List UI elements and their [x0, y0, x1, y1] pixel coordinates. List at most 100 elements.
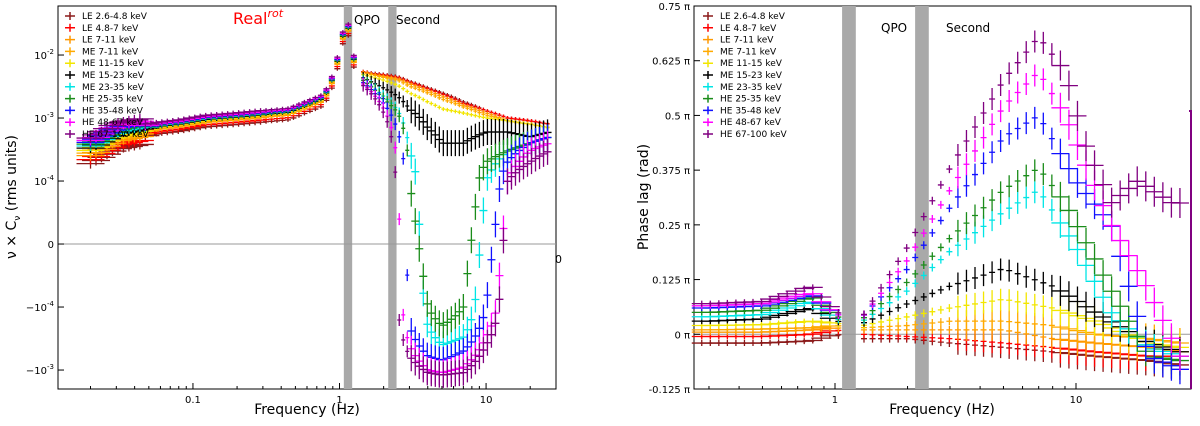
right-xtick-label: 1	[832, 395, 838, 406]
left-point	[417, 87, 422, 92]
left-point	[405, 345, 410, 358]
left-series-9	[76, 23, 552, 386]
right-point	[794, 306, 815, 313]
right-point	[768, 293, 789, 300]
right-point	[1048, 274, 1055, 297]
right-point	[869, 297, 876, 306]
right-point	[1128, 301, 1147, 332]
left-xtick-label: 0.1	[185, 395, 201, 406]
right-point	[997, 288, 1004, 311]
left-point	[401, 122, 406, 135]
left-point	[263, 108, 270, 113]
left-point	[495, 286, 504, 313]
right-point	[1051, 92, 1070, 123]
left-point	[457, 103, 462, 108]
left-point	[491, 310, 500, 337]
right-point	[903, 321, 910, 330]
left-point	[457, 110, 462, 115]
left-point	[317, 93, 324, 98]
right-series-5	[691, 258, 1189, 367]
right-point	[912, 332, 919, 341]
right-point	[920, 229, 927, 238]
right-point	[802, 324, 823, 331]
right-point	[929, 325, 936, 334]
left-point	[405, 89, 410, 94]
left-legend-label: HE 67-100 keV	[82, 130, 149, 140]
right-point	[1153, 305, 1172, 336]
right-point	[1014, 262, 1021, 285]
right-point	[929, 252, 936, 261]
left-point	[461, 111, 466, 116]
right-point	[946, 234, 953, 243]
left-point	[467, 125, 476, 152]
left-point	[423, 290, 432, 317]
right-point	[972, 115, 979, 138]
left-point	[290, 104, 297, 109]
right-point	[972, 266, 979, 289]
left-legend-marker	[65, 118, 75, 127]
right-point	[1059, 153, 1078, 184]
right-point	[997, 130, 1004, 153]
right-point	[1119, 173, 1138, 204]
right-point	[980, 291, 987, 314]
right-legend-marker	[703, 82, 713, 91]
left-point	[447, 306, 456, 333]
left-point	[425, 90, 430, 95]
right-legend-marker	[703, 47, 713, 56]
right-point	[1014, 169, 1021, 192]
left-point	[377, 98, 382, 111]
left-point	[427, 300, 436, 327]
left-point	[397, 110, 402, 123]
right-point	[946, 317, 953, 326]
left-point	[445, 98, 450, 103]
left-point	[495, 141, 504, 168]
left-point	[471, 348, 480, 375]
right-legend-label: LE 2.6-4.8 keV	[720, 12, 786, 22]
right-point	[878, 299, 885, 308]
right-point	[895, 303, 902, 312]
left-legend-label: ME 11-15 keV	[82, 59, 145, 69]
right-point	[920, 241, 927, 250]
left-point	[401, 308, 406, 321]
right-legend-label: HE 25-35 keV	[720, 95, 782, 105]
right-point	[946, 325, 953, 334]
left-point	[323, 86, 330, 91]
left-point	[463, 356, 472, 383]
right-point	[886, 316, 893, 325]
left-point	[499, 158, 508, 185]
right-ytick-label: 0.5 π	[665, 111, 690, 122]
right-point	[777, 290, 798, 297]
right-point	[878, 317, 885, 326]
left-point	[411, 100, 420, 127]
left-point	[471, 286, 480, 313]
right-point	[929, 289, 936, 298]
right-point	[895, 285, 902, 294]
left-point	[463, 127, 472, 154]
right-ytick-label: 0.75 π	[659, 2, 690, 13]
left-point	[345, 22, 352, 27]
right-point	[1040, 112, 1047, 135]
left-point	[312, 95, 319, 100]
left-point	[393, 77, 398, 82]
left-point	[405, 144, 410, 157]
left-point	[389, 130, 394, 143]
right-point	[929, 263, 936, 272]
left-point	[421, 97, 426, 102]
left-point	[409, 84, 414, 89]
right-point	[1048, 296, 1055, 319]
left-point	[421, 89, 426, 94]
right-point	[1023, 41, 1030, 64]
left-point	[449, 100, 454, 105]
right-point	[946, 247, 953, 256]
right-point	[1006, 122, 1013, 145]
right-point	[1102, 187, 1121, 218]
left-point	[469, 112, 474, 117]
right-point	[1023, 265, 1030, 288]
right-point	[1006, 259, 1013, 282]
right-point	[1023, 186, 1030, 209]
right-point	[980, 310, 987, 333]
left-point	[471, 193, 480, 220]
left-point	[407, 97, 416, 124]
left-legend-marker	[65, 47, 75, 56]
